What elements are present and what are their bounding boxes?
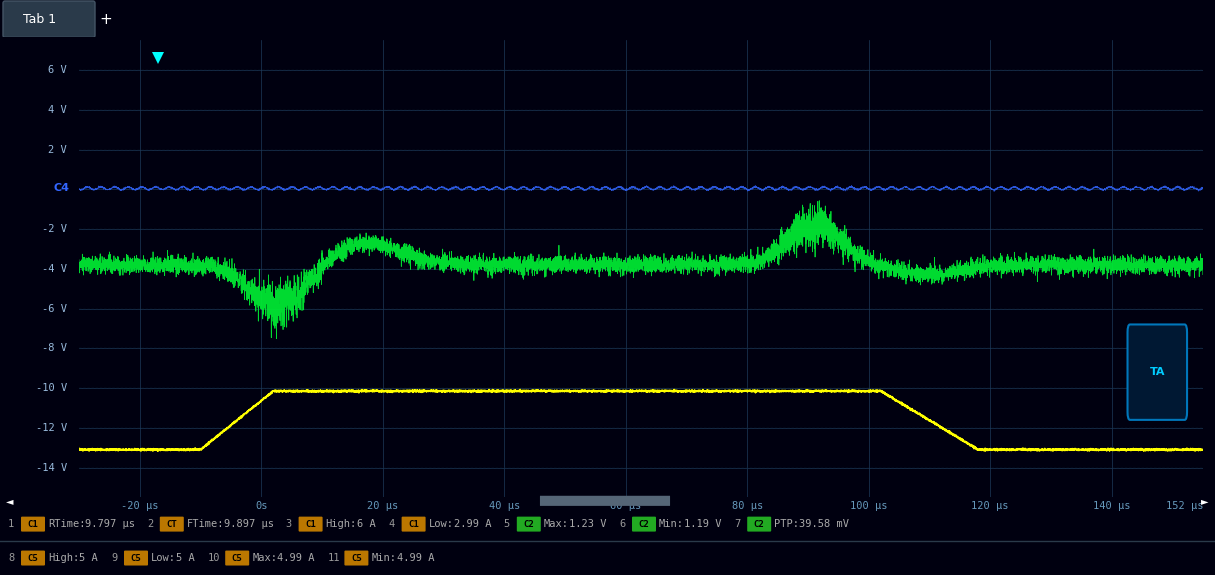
Text: C2: C2	[753, 520, 764, 528]
FancyBboxPatch shape	[344, 550, 368, 566]
Text: Low:: Low:	[151, 553, 176, 563]
Text: 1.23 V: 1.23 V	[569, 519, 606, 529]
Text: -10 V: -10 V	[35, 383, 67, 393]
Text: 5 A: 5 A	[176, 553, 194, 563]
Text: 5 A: 5 A	[79, 553, 97, 563]
Text: C1: C1	[28, 520, 39, 528]
Text: Max:: Max:	[253, 553, 277, 563]
Text: 120 μs: 120 μs	[972, 501, 1008, 511]
Text: 39.58 mV: 39.58 mV	[799, 519, 849, 529]
FancyBboxPatch shape	[124, 550, 148, 566]
Text: PTP:: PTP:	[774, 519, 799, 529]
FancyBboxPatch shape	[516, 516, 541, 532]
Text: 5: 5	[504, 519, 510, 529]
Text: C5: C5	[131, 554, 141, 562]
FancyBboxPatch shape	[299, 516, 323, 532]
Text: 0s: 0s	[255, 501, 267, 511]
Text: 7: 7	[734, 519, 740, 529]
Text: FTime:: FTime:	[187, 519, 225, 529]
Text: 6: 6	[618, 519, 626, 529]
Text: 152 μs: 152 μs	[1166, 501, 1203, 511]
FancyBboxPatch shape	[21, 516, 45, 532]
Text: 6 A: 6 A	[356, 519, 375, 529]
FancyBboxPatch shape	[402, 516, 425, 532]
Text: 60 μs: 60 μs	[610, 501, 642, 511]
FancyBboxPatch shape	[539, 496, 669, 506]
Text: 1.19 V: 1.19 V	[684, 519, 722, 529]
Text: 80 μs: 80 μs	[731, 501, 763, 511]
FancyBboxPatch shape	[225, 550, 249, 566]
Text: C5: C5	[232, 554, 243, 562]
Text: Tab 1: Tab 1	[23, 13, 57, 26]
Text: High:: High:	[49, 553, 79, 563]
Text: -6 V: -6 V	[41, 304, 67, 313]
Text: Min:: Min:	[372, 553, 396, 563]
Text: +: +	[100, 12, 112, 26]
FancyBboxPatch shape	[160, 516, 183, 532]
Text: High:: High:	[326, 519, 357, 529]
Text: 40 μs: 40 μs	[488, 501, 520, 511]
Text: 140 μs: 140 μs	[1094, 501, 1130, 511]
Text: C4: C4	[53, 183, 70, 193]
Text: C2: C2	[639, 520, 649, 528]
Text: Min:: Min:	[659, 519, 684, 529]
Text: 11: 11	[327, 553, 340, 563]
Text: C2: C2	[524, 520, 535, 528]
Text: 4.99 A: 4.99 A	[396, 553, 434, 563]
Text: -8 V: -8 V	[41, 343, 67, 353]
Text: 3: 3	[286, 519, 292, 529]
Text: 20 μs: 20 μs	[367, 501, 399, 511]
Text: 100 μs: 100 μs	[850, 501, 887, 511]
Text: 9.897 μs: 9.897 μs	[224, 519, 273, 529]
Text: Max:: Max:	[544, 519, 569, 529]
Text: 9.797 μs: 9.797 μs	[85, 519, 135, 529]
Text: TA: TA	[1149, 367, 1165, 377]
Text: 10: 10	[208, 553, 221, 563]
Text: -4 V: -4 V	[41, 264, 67, 274]
Text: 1: 1	[9, 519, 15, 529]
Text: ►: ►	[1200, 496, 1208, 506]
FancyBboxPatch shape	[632, 516, 656, 532]
Text: -2 V: -2 V	[41, 224, 67, 234]
Text: C5: C5	[351, 554, 362, 562]
Text: C1: C1	[305, 520, 316, 528]
Text: RTime:: RTime:	[49, 519, 85, 529]
Text: 9: 9	[111, 553, 118, 563]
Text: 4: 4	[389, 519, 395, 529]
Text: -14 V: -14 V	[35, 462, 67, 473]
FancyBboxPatch shape	[2, 1, 95, 37]
Text: 4 V: 4 V	[49, 105, 67, 115]
Text: CT: CT	[166, 520, 177, 528]
Text: Low:: Low:	[429, 519, 453, 529]
Text: ◄: ◄	[6, 496, 13, 506]
Text: 6 V: 6 V	[49, 65, 67, 75]
Text: C5: C5	[28, 554, 39, 562]
Text: 8: 8	[9, 553, 15, 563]
Text: 2: 2	[147, 519, 153, 529]
FancyBboxPatch shape	[21, 550, 45, 566]
Text: -12 V: -12 V	[35, 423, 67, 433]
FancyBboxPatch shape	[1128, 324, 1187, 420]
Text: 4.99 A: 4.99 A	[277, 553, 315, 563]
Text: -20 μs: -20 μs	[122, 501, 158, 511]
Text: C1: C1	[408, 520, 419, 528]
Text: 2.99 A: 2.99 A	[453, 519, 491, 529]
FancyBboxPatch shape	[747, 516, 772, 532]
Text: 2 V: 2 V	[49, 144, 67, 155]
